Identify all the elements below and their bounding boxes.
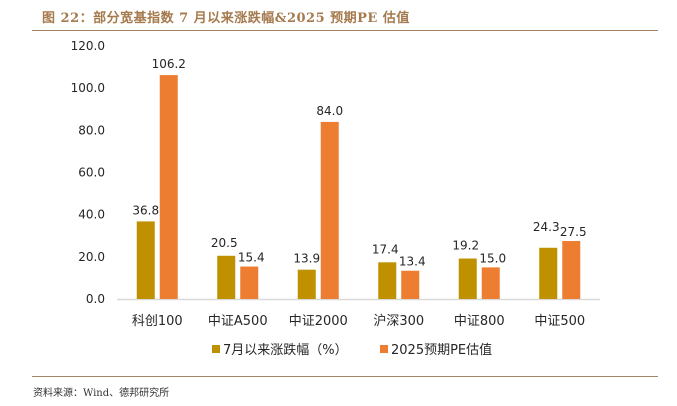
bar-series1 — [539, 247, 558, 299]
x-category-label: 中证800 — [454, 314, 505, 329]
data-label: 19.2 — [452, 239, 479, 253]
data-labels: 36.8 106.2 20.515.4 13.9 84.0 17.413.4 19.215.… — [132, 57, 586, 269]
data-label: 15.0 — [479, 251, 506, 265]
y-tick-label: 100.0 — [71, 81, 105, 95]
x-axis-categories: 科创100 中证A500 中证2000 沪深300 中证800 中证500 — [132, 313, 585, 329]
bar-series1 — [297, 269, 316, 299]
bar-chart: 0.0 20.0 40.0 60.0 80.0 100.0 120.0 36.8 106.2 2… — [71, 39, 600, 358]
y-tick-label: 80.0 — [78, 123, 105, 137]
x-category-label: 科创100 — [132, 314, 183, 329]
data-label: 13.9 — [293, 252, 320, 266]
source-divider — [32, 376, 658, 377]
x-category-label: 中证2000 — [289, 314, 348, 329]
x-category-label: 沪深300 — [373, 313, 424, 329]
bar-series2 — [401, 270, 420, 299]
data-label: 24.3 — [533, 220, 560, 234]
legend: 7月以来涨跌幅（%） 2025预期PE估值 — [212, 342, 492, 358]
source-note: 资料来源：Wind、德邦研究所 — [33, 388, 170, 399]
data-label: 106.2 — [152, 57, 186, 71]
chart-title: 图 22：部分宽基指数 7 月以来涨跌幅&2025 预期PE 估值 — [42, 11, 410, 26]
y-tick-label: 60.0 — [78, 166, 105, 180]
y-tick-label: 40.0 — [78, 208, 105, 222]
y-tick-label: 120.0 — [71, 39, 105, 53]
bar-series1 — [378, 262, 397, 299]
data-label: 20.5 — [211, 236, 238, 250]
bar-series2 — [481, 267, 500, 299]
bar-series2 — [320, 121, 339, 300]
bar-series1 — [458, 258, 477, 299]
title-divider — [32, 30, 658, 31]
y-tick-label: 0.0 — [86, 292, 105, 306]
data-label: 15.4 — [238, 251, 265, 265]
bar-series2 — [562, 241, 581, 299]
x-category-label: 中证500 — [534, 314, 585, 329]
data-label: 27.5 — [560, 225, 587, 239]
legend-label-series2: 2025预期PE估值 — [391, 342, 492, 358]
bar-series1 — [136, 221, 155, 299]
y-axis-ticks: 0.0 20.0 40.0 60.0 80.0 100.0 120.0 — [71, 39, 105, 306]
y-tick-label: 20.0 — [78, 250, 105, 264]
data-label: 13.4 — [399, 255, 426, 269]
bars — [136, 75, 581, 300]
legend-swatch-series2 — [380, 345, 388, 353]
legend-swatch-series1 — [212, 345, 220, 353]
data-label: 36.8 — [132, 203, 159, 217]
bar-series2 — [159, 75, 178, 299]
bar-series1 — [217, 255, 236, 299]
legend-label-series1: 7月以来涨跌幅（%） — [223, 342, 348, 358]
x-category-label: 中证A500 — [208, 314, 268, 329]
bar-series2 — [240, 266, 259, 299]
data-label: 84.0 — [316, 104, 343, 118]
data-label: 17.4 — [372, 242, 399, 256]
